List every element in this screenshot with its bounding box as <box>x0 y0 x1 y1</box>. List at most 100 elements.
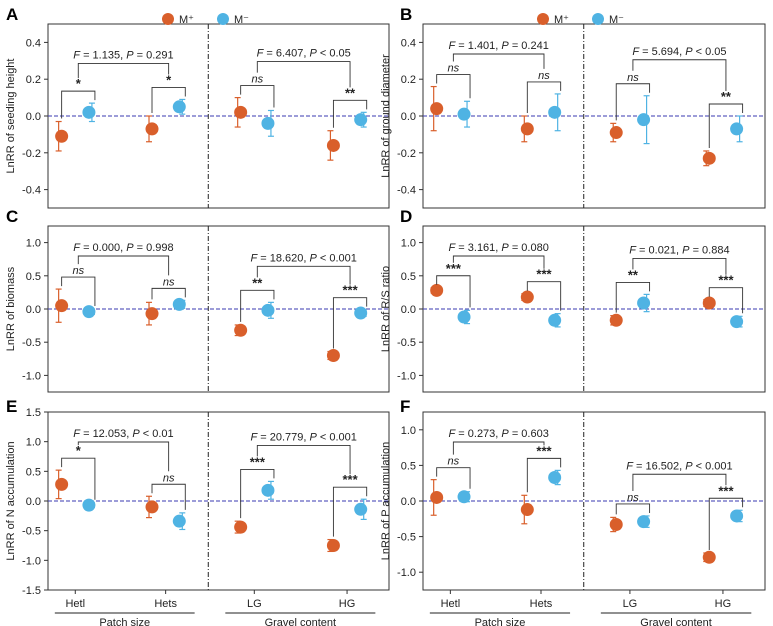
significance-bracket <box>151 86 186 113</box>
point-m-plus <box>234 323 248 337</box>
point-m-plus <box>520 122 534 136</box>
f-symbol: F <box>73 49 81 61</box>
group-label-gravel-content: Gravel content <box>640 617 712 626</box>
significance-bracket <box>240 85 275 108</box>
p-value: < 0.001 <box>693 460 733 472</box>
p-symbol: P <box>309 431 317 443</box>
point-m-plus <box>430 283 444 297</box>
f-value: = 0.273, <box>455 428 501 440</box>
significance-label: *** <box>536 443 552 458</box>
f-statistic: F = 0.000, P = 0.998 <box>73 242 173 254</box>
p-symbol: P <box>685 46 693 58</box>
significance-label: *** <box>718 273 734 288</box>
f-symbol: F <box>250 252 258 264</box>
legend-marker-m-plus <box>162 13 174 25</box>
point-m-minus <box>261 303 275 317</box>
significance-label: ns <box>448 63 460 75</box>
f-test-bracket <box>77 255 170 276</box>
f-symbol: F <box>449 428 457 440</box>
point-m-plus <box>145 307 159 321</box>
y-tick-label: 0.2 <box>26 74 41 86</box>
significance-bracket <box>240 289 275 322</box>
f-test-bracket <box>632 59 727 91</box>
legend-label-m-minus: M⁻ <box>609 14 624 26</box>
panel-label: F <box>400 397 410 416</box>
significance-bracket <box>151 483 186 510</box>
significance-bracket <box>332 297 368 349</box>
f-symbol: F <box>449 242 457 254</box>
point-m-plus <box>234 105 248 119</box>
significance-label: ns <box>163 276 175 288</box>
p-value: < 0.001 <box>317 252 357 264</box>
significance-bracket <box>436 275 471 308</box>
significance-bracket <box>615 83 651 121</box>
y-axis-label: LnRR of seeding height <box>5 59 17 174</box>
significance-label: * <box>166 72 172 87</box>
significance-bracket <box>615 503 651 515</box>
f-symbol: F <box>257 48 265 60</box>
p-symbol: P <box>501 242 509 254</box>
y-tick-label: -0.5 <box>397 337 416 349</box>
p-value: < 0.01 <box>140 428 174 440</box>
y-tick-label: 1.5 <box>26 407 41 419</box>
y-tick-label: 0.4 <box>401 37 416 49</box>
panel-label: E <box>6 397 17 416</box>
panel-label: A <box>6 5 18 24</box>
f-symbol: F <box>449 40 457 52</box>
significance-label: *** <box>446 261 462 276</box>
f-statistic: F = 1.401, P = 0.241 <box>449 40 549 52</box>
point-m-plus <box>145 500 159 514</box>
y-tick-label: -0.2 <box>397 148 416 160</box>
p-symbol: P <box>309 252 317 264</box>
significance-bracket <box>436 74 471 99</box>
y-tick-label: -1.0 <box>397 567 416 579</box>
point-m-minus <box>82 105 96 119</box>
f-test-bracket <box>452 441 545 455</box>
point-m-plus <box>234 520 248 534</box>
significance-label: ns <box>538 70 550 82</box>
legend-marker-m-plus <box>537 13 549 25</box>
significance-bracket <box>615 281 651 313</box>
significance-bracket <box>61 276 96 306</box>
y-tick-label: -0.4 <box>22 185 41 197</box>
p-value: = 0.080 <box>509 242 549 254</box>
point-m-minus <box>82 498 96 512</box>
f-value: = 6.407, <box>263 48 309 60</box>
p-symbol: P <box>132 428 140 440</box>
y-axis-label: LnRR of N accumulation <box>5 441 17 560</box>
p-value: = 0.998 <box>134 242 174 254</box>
p-symbol: P <box>685 460 693 472</box>
f-test-bracket <box>256 61 351 88</box>
y-axis-label: LnRR of ground diameter <box>380 54 392 178</box>
legend-label-m-plus: M⁺ <box>179 14 194 26</box>
y-tick-label: 1.0 <box>401 425 416 437</box>
point-m-minus <box>730 122 744 136</box>
legend-label-m-plus: M⁺ <box>554 14 569 26</box>
point-m-minus <box>457 490 471 504</box>
point-m-plus <box>702 151 716 165</box>
panel-b: B 0.4 0.2 0.0 -0.2 -0.4 LnRR of ground diamete… <box>380 5 766 209</box>
p-value: = 0.241 <box>509 40 549 52</box>
legend-marker-m-minus <box>592 13 604 25</box>
f-symbol: F <box>632 46 640 58</box>
legend-marker-m-minus <box>217 13 229 25</box>
f-symbol: F <box>73 242 81 254</box>
f-statistic: F = 16.502, P < 0.001 <box>626 460 732 472</box>
significance-bracket <box>61 90 96 119</box>
significance-label: ** <box>721 89 732 104</box>
significance-bracket <box>240 468 275 519</box>
significance-label: *** <box>342 283 358 298</box>
significance-label: ** <box>345 85 356 100</box>
point-m-minus <box>172 297 186 311</box>
significance-label: *** <box>718 483 734 498</box>
y-tick-label: -0.2 <box>22 148 41 160</box>
f-statistic: F = 0.273, P = 0.603 <box>449 428 549 440</box>
y-tick-label: 1.0 <box>26 238 41 250</box>
y-axis-label: LnRR of P accumulation <box>380 442 392 560</box>
point-m-minus <box>354 502 368 516</box>
f-statistic: F = 3.161, P = 0.080 <box>449 242 549 254</box>
point-m-minus <box>172 100 186 114</box>
point-m-plus <box>430 102 444 116</box>
